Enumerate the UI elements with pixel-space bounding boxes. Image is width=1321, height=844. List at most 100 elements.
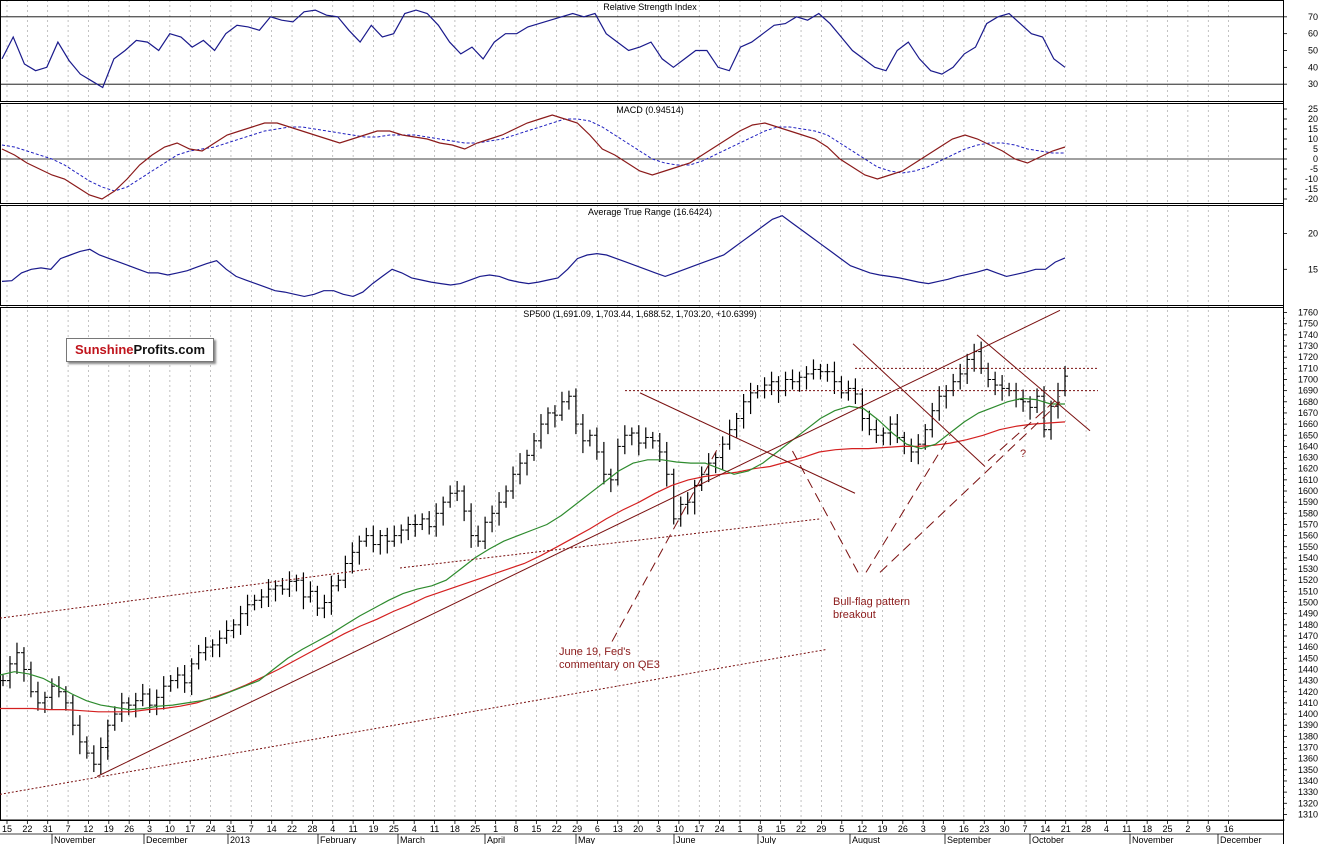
y-tick-label: 1310 [1298, 809, 1318, 819]
price-bar [489, 505, 496, 533]
price-bar [719, 436, 726, 470]
x-day-label: 17 [185, 824, 195, 834]
x-month-label: December [146, 835, 188, 844]
price-bar [1027, 396, 1034, 420]
y-tick-label: -10 [1305, 174, 1318, 184]
y-tick-label: 1480 [1298, 620, 1318, 630]
price-bar [880, 427, 887, 446]
price-bar [537, 414, 544, 449]
x-day-label: 11 [348, 824, 357, 834]
x-day-label: 22 [287, 824, 297, 834]
y-tick-label: 1450 [1298, 653, 1318, 663]
x-day-label: 15 [2, 824, 12, 834]
atr-title: Average True Range (16.6424) [588, 207, 712, 217]
y-tick-label: 1400 [1298, 709, 1318, 719]
price-bar [90, 745, 97, 773]
price-bar [356, 535, 363, 565]
price-bar [195, 644, 202, 670]
price-bar [132, 692, 139, 718]
price-bar [621, 425, 628, 455]
y-axes: 30405060702520151050-5-10-15-20152013101… [1283, 12, 1318, 821]
price-bar [579, 414, 586, 454]
price-bar [370, 525, 377, 553]
price-bar [663, 441, 670, 487]
x-day-label: 5 [839, 824, 844, 834]
y-tick-label: 1560 [1298, 531, 1318, 541]
price-bar [503, 485, 510, 508]
y-tick-label: 1650 [1298, 430, 1318, 440]
y-tick-label: 1460 [1298, 642, 1318, 652]
y-tick-label: 1590 [1298, 497, 1318, 507]
mid-channel-line [399, 518, 821, 569]
y-tick-label: 1470 [1298, 631, 1318, 641]
price-bar [929, 402, 936, 438]
price-bar [76, 715, 83, 755]
x-month-label: May [578, 835, 596, 844]
price-bar [314, 585, 321, 616]
x-day-label: 31 [226, 824, 236, 834]
price-bar [964, 353, 971, 384]
price-bar [405, 516, 412, 541]
y-tick-label: 1530 [1298, 564, 1318, 574]
x-day-label: 15 [776, 824, 786, 834]
y-tick-label: 20 [1308, 229, 1318, 239]
price-bar [384, 527, 391, 554]
price-bar [866, 410, 873, 436]
price-bar [496, 492, 503, 526]
x-month-label: December [1220, 835, 1262, 844]
price-bar [1020, 389, 1027, 412]
price-bar [104, 719, 111, 760]
rsi-panel [0, 9, 1283, 89]
y-tick-label: 1580 [1298, 508, 1318, 518]
price-bar [1041, 386, 1048, 438]
price-bar [244, 594, 251, 626]
y-tick-label: 1330 [1298, 787, 1318, 797]
x-day-label: 18 [450, 824, 460, 834]
x-day-label: 23 [979, 824, 989, 834]
x-month-label: September [947, 835, 991, 844]
y-tick-label: 1430 [1298, 676, 1318, 686]
price-bar [705, 453, 712, 483]
logo-part2: Profits.com [133, 342, 206, 357]
price-bar [838, 376, 845, 399]
x-day-label: 20 [633, 824, 643, 834]
x-day-label: 22 [552, 824, 562, 834]
price-bar [13, 642, 20, 674]
x-day-label: 3 [921, 824, 926, 834]
x-month-label: March [400, 835, 425, 844]
x-month-label: April [487, 835, 505, 844]
x-day-label: 25 [470, 824, 480, 834]
x-day-label: 7 [249, 824, 254, 834]
price-bar [670, 468, 677, 525]
price-bar [293, 574, 300, 592]
bullflag-annotation-line1: Bull-flag pattern [833, 596, 910, 608]
price-bar [524, 449, 531, 476]
price-bar [873, 419, 880, 444]
y-tick-label: 1380 [1298, 731, 1318, 741]
y-tick-label: 1700 [1298, 374, 1318, 384]
logo-part1: Sunshine [74, 342, 134, 357]
x-month-label: November [1132, 835, 1174, 844]
x-day-label: 26 [124, 824, 134, 834]
price-bar [69, 695, 76, 736]
x-day-label: 12 [83, 824, 93, 834]
x-day-label: 15 [531, 824, 541, 834]
price-bar [300, 572, 307, 610]
price-bar [789, 369, 796, 390]
x-month-label: October [1032, 835, 1064, 844]
x-day-label: 22 [22, 824, 32, 834]
y-tick-label: 25 [1308, 104, 1318, 114]
x-day-label: 7 [66, 824, 71, 834]
panel-titles: Relative Strength Index MACD (0.94514) Ave… [523, 2, 756, 319]
x-day-label: 7 [1022, 824, 1027, 834]
x-day-label: 25 [389, 824, 399, 834]
price-bar [230, 619, 237, 639]
y-tick-label: 15 [1308, 124, 1318, 134]
price-bar [111, 706, 118, 731]
y-tick-label: -5 [1310, 164, 1318, 174]
price-bar [321, 594, 328, 619]
price-bar [600, 441, 607, 485]
y-tick-label: 1490 [1298, 609, 1318, 619]
x-day-label: 25 [1163, 824, 1173, 834]
